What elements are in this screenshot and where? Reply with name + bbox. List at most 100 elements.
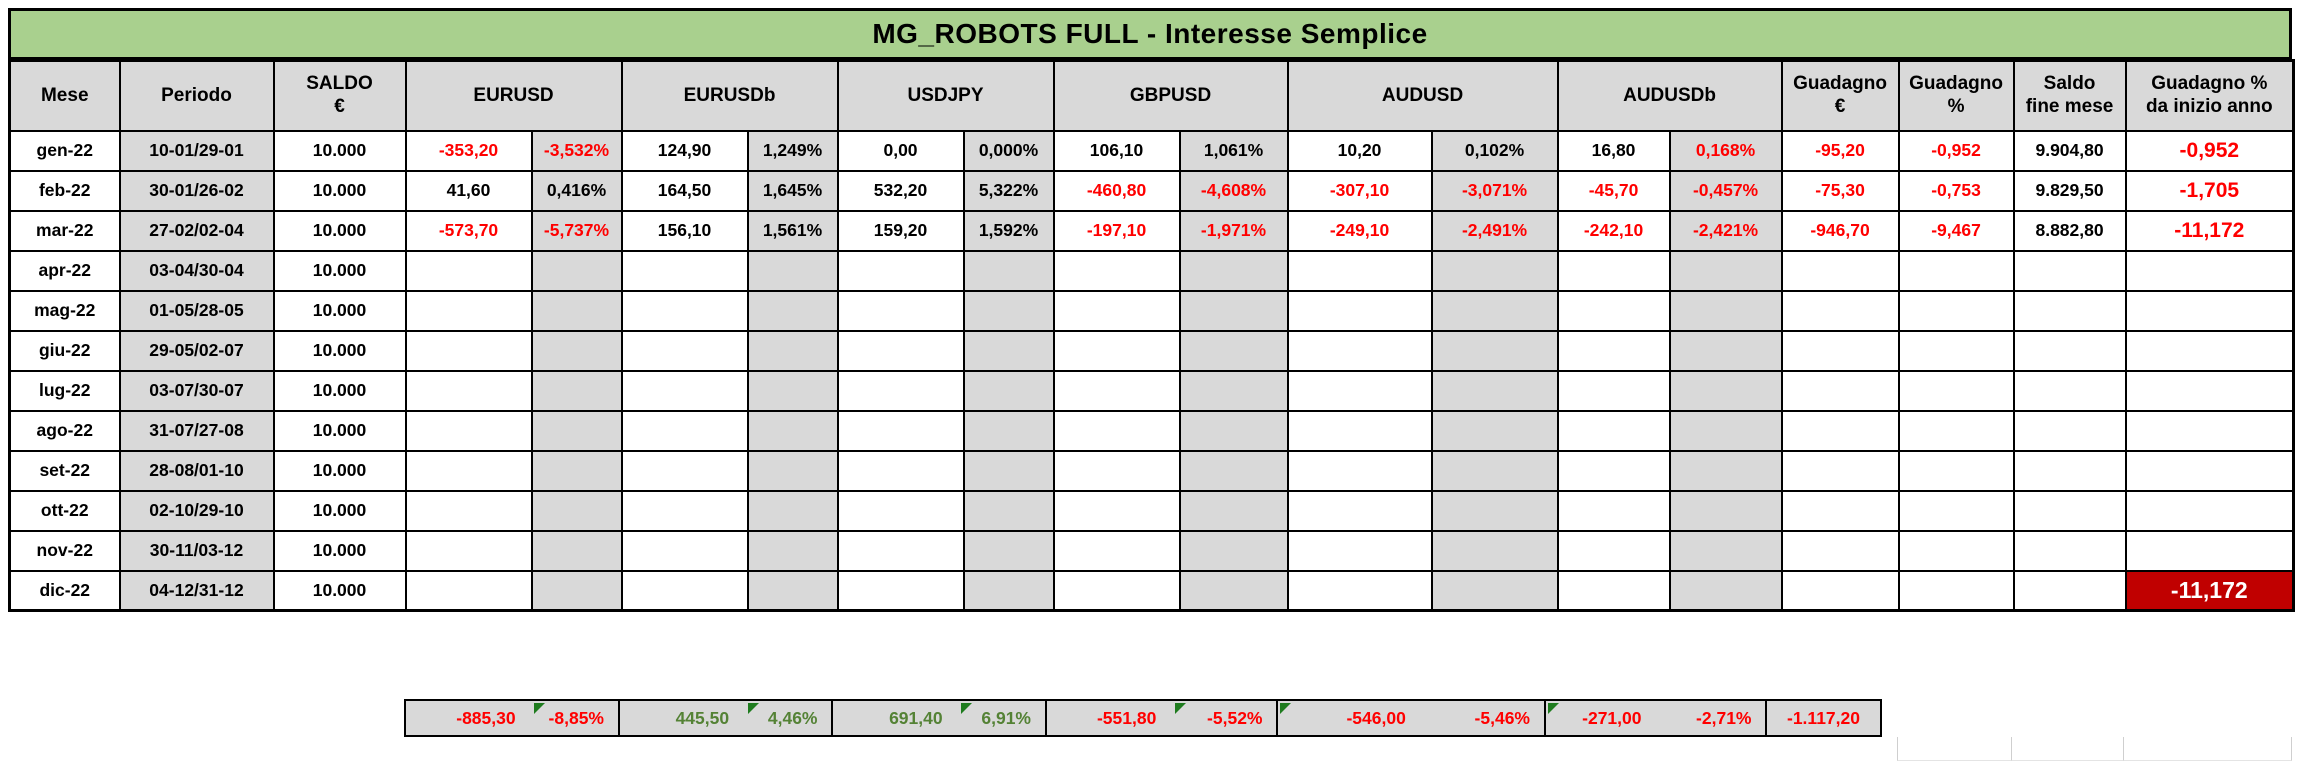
ytd-percent-cell[interactable]: -11,172 — [2124, 209, 2295, 252]
pair-value-cell[interactable] — [1052, 409, 1181, 452]
pair-value-cell[interactable] — [836, 569, 965, 612]
pair-percent-cell[interactable] — [1668, 249, 1783, 292]
period-cell[interactable]: 28-08/01-10 — [118, 449, 275, 492]
pair-value-cell[interactable]: -197,10 — [1052, 209, 1181, 252]
pair-value-cell[interactable] — [836, 449, 965, 492]
pair-percent-cell[interactable] — [962, 289, 1055, 332]
month-cell[interactable]: apr-22 — [8, 249, 121, 292]
pair-percent-cell[interactable] — [746, 329, 839, 372]
ytd-percent-cell[interactable]: -1,705 — [2124, 169, 2295, 212]
pair-percent-cell[interactable] — [746, 369, 839, 412]
pair-value-cell[interactable] — [1286, 569, 1433, 612]
pair-value-cell[interactable] — [1556, 369, 1671, 412]
pair-value-cell[interactable] — [1556, 529, 1671, 572]
pair-percent-cell[interactable] — [1430, 449, 1559, 492]
total-audusd[interactable]: -546,00 -5,46% — [1276, 699, 1546, 737]
saldo-cell[interactable]: 10.000 — [272, 209, 407, 252]
pair-percent-cell[interactable]: 0,168% — [1668, 129, 1783, 172]
pair-percent-cell[interactable] — [1430, 369, 1559, 412]
pair-percent-cell[interactable] — [1668, 289, 1783, 332]
pair-percent-cell[interactable]: -2,491% — [1430, 209, 1559, 252]
saldo-fine-mese-cell[interactable]: 9.904,80 — [2012, 129, 2127, 172]
pair-percent-cell[interactable] — [1430, 569, 1559, 612]
ytd-percent-cell[interactable] — [2124, 409, 2295, 452]
pair-value-cell[interactable] — [1286, 529, 1433, 572]
pair-percent-cell[interactable] — [746, 569, 839, 612]
month-cell[interactable]: set-22 — [8, 449, 121, 492]
pair-value-cell[interactable] — [404, 369, 533, 412]
pair-percent-cell[interactable] — [746, 529, 839, 572]
header-eurusdb[interactable]: EURUSDb — [620, 59, 839, 132]
month-cell[interactable]: nov-22 — [8, 529, 121, 572]
ytd-percent-cell[interactable]: -0,952 — [2124, 129, 2295, 172]
pair-percent-cell[interactable] — [1668, 529, 1783, 572]
pair-value-cell[interactable] — [404, 489, 533, 532]
guadagno-eur-cell[interactable]: -946,70 — [1780, 209, 1900, 252]
guadagno-eur-cell[interactable] — [1780, 369, 1900, 412]
guadagno-pct-cell[interactable]: -0,753 — [1897, 169, 2015, 212]
guadagno-pct-cell[interactable] — [1897, 449, 2015, 492]
pair-percent-cell[interactable] — [1668, 449, 1783, 492]
guadagno-pct-cell[interactable] — [1897, 329, 2015, 372]
header-ytd[interactable]: Guadagno % da inizio anno — [2124, 59, 2295, 132]
pair-value-cell[interactable] — [1556, 249, 1671, 292]
pair-value-cell[interactable]: 124,90 — [620, 129, 749, 172]
total-gbpusd[interactable]: -551,80 -5,52% — [1044, 699, 1279, 737]
pair-percent-cell[interactable] — [530, 249, 623, 292]
pair-value-cell[interactable] — [1286, 489, 1433, 532]
header-eurusd[interactable]: EURUSD — [404, 59, 623, 132]
pair-percent-cell[interactable] — [1178, 489, 1289, 532]
pair-value-cell[interactable] — [836, 369, 965, 412]
period-cell[interactable]: 03-04/30-04 — [118, 249, 275, 292]
pair-percent-cell[interactable] — [1430, 329, 1559, 372]
ytd-percent-cell[interactable] — [2124, 249, 2295, 292]
saldo-cell[interactable]: 10.000 — [272, 289, 407, 332]
pair-percent-cell[interactable] — [962, 449, 1055, 492]
pair-value-cell[interactable] — [836, 249, 965, 292]
pair-value-cell[interactable] — [836, 289, 965, 332]
month-cell[interactable]: mar-22 — [8, 209, 121, 252]
total-audusdb[interactable]: -271,00 -2,71% — [1543, 699, 1768, 737]
pair-percent-cell[interactable] — [1178, 569, 1289, 612]
pair-value-cell[interactable]: -242,10 — [1556, 209, 1671, 252]
pair-percent-cell[interactable] — [530, 529, 623, 572]
pair-value-cell[interactable] — [1286, 329, 1433, 372]
saldo-fine-mese-cell[interactable] — [2012, 329, 2127, 372]
pair-value-cell[interactable] — [620, 249, 749, 292]
ytd-percent-cell[interactable] — [2124, 529, 2295, 572]
saldo-cell[interactable]: 10.000 — [272, 529, 407, 572]
pair-percent-cell[interactable] — [746, 489, 839, 532]
pair-value-cell[interactable] — [620, 409, 749, 452]
guadagno-eur-cell[interactable] — [1780, 329, 1900, 372]
total-eurusd[interactable]: -885,30 -8,85% — [404, 699, 620, 737]
pair-percent-cell[interactable] — [746, 449, 839, 492]
pair-percent-cell[interactable] — [1178, 449, 1289, 492]
pair-value-cell[interactable] — [836, 329, 965, 372]
guadagno-eur-cell[interactable] — [1780, 289, 1900, 332]
month-cell[interactable]: mag-22 — [8, 289, 121, 332]
pair-percent-cell[interactable]: 5,322% — [962, 169, 1055, 212]
pair-value-cell[interactable] — [620, 569, 749, 612]
pair-value-cell[interactable] — [836, 529, 965, 572]
pair-percent-cell[interactable]: 1,061% — [1178, 129, 1289, 172]
pair-percent-cell[interactable]: -1,971% — [1178, 209, 1289, 252]
saldo-cell[interactable]: 10.000 — [272, 409, 407, 452]
pair-percent-cell[interactable] — [746, 409, 839, 452]
saldo-cell[interactable]: 10.000 — [272, 129, 407, 172]
pair-value-cell[interactable] — [404, 409, 533, 452]
pair-value-cell[interactable] — [620, 329, 749, 372]
ytd-percent-cell[interactable]: -11,172 — [2124, 569, 2295, 612]
saldo-fine-mese-cell[interactable] — [2012, 569, 2127, 612]
guadagno-pct-cell[interactable]: -9,467 — [1897, 209, 2015, 252]
pair-value-cell[interactable] — [1556, 289, 1671, 332]
pair-value-cell[interactable] — [1556, 569, 1671, 612]
pair-value-cell[interactable] — [620, 289, 749, 332]
pair-percent-cell[interactable] — [530, 489, 623, 532]
guadagno-eur-cell[interactable]: -95,20 — [1780, 129, 1900, 172]
pair-value-cell[interactable]: -353,20 — [404, 129, 533, 172]
guadagno-eur-cell[interactable]: -75,30 — [1780, 169, 1900, 212]
pair-percent-cell[interactable] — [1430, 489, 1559, 532]
guadagno-pct-cell[interactable] — [1897, 249, 2015, 292]
month-cell[interactable]: dic-22 — [8, 569, 121, 612]
pair-value-cell[interactable] — [1556, 489, 1671, 532]
